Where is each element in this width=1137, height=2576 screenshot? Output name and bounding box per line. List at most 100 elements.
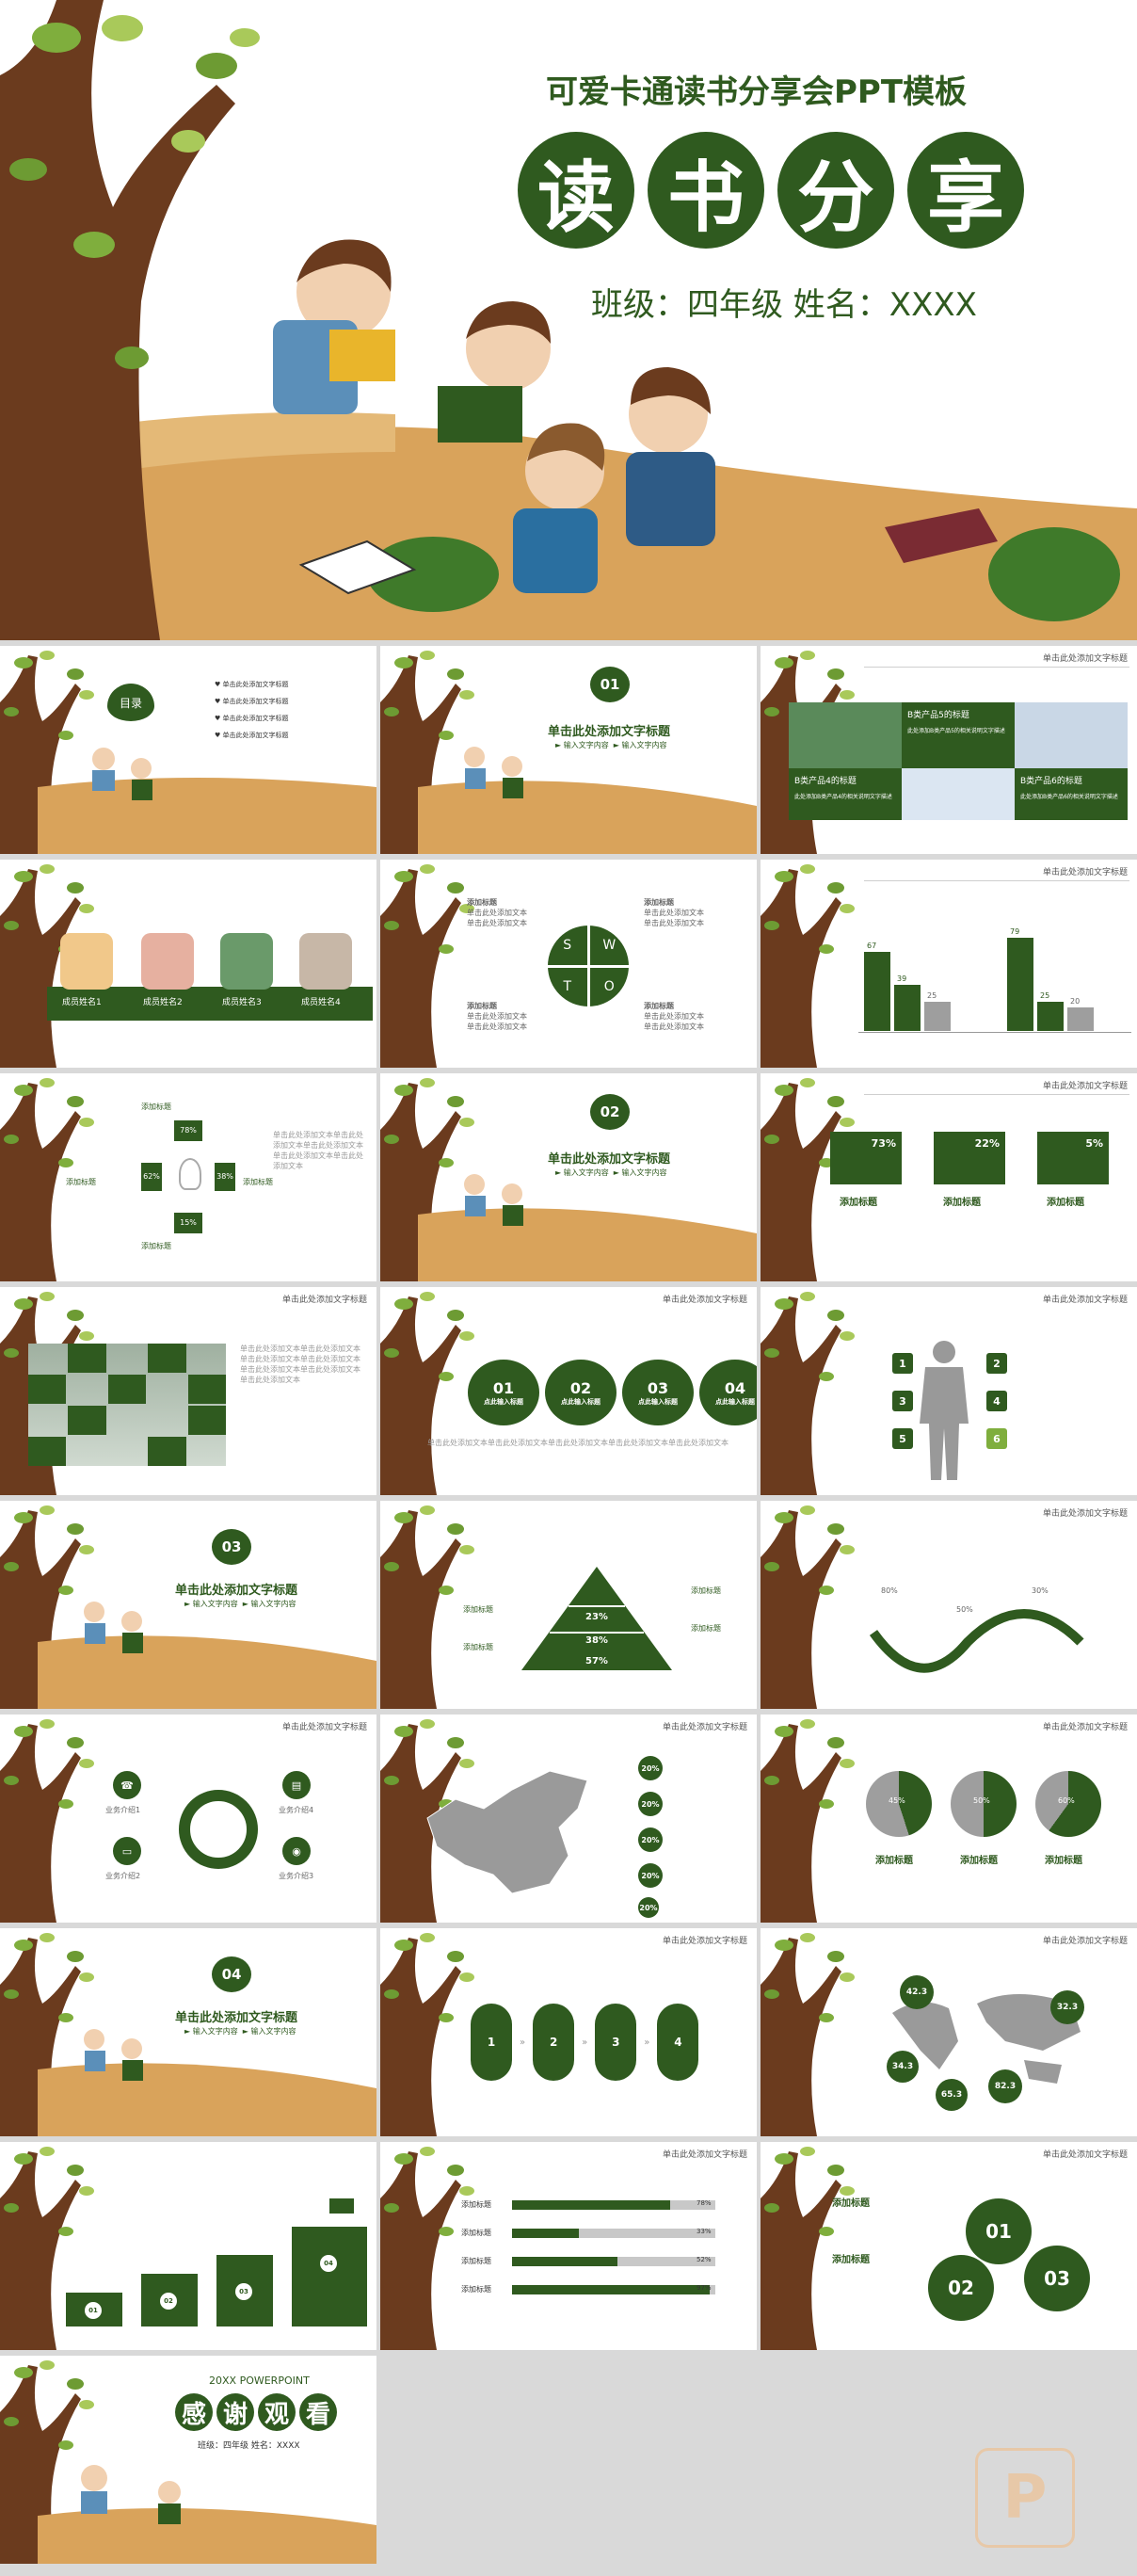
ground-illustration — [418, 1174, 757, 1281]
ground-illustration — [38, 748, 376, 854]
bar-label: 79 — [1010, 927, 1020, 936]
thanks-info: 班级：四年级 姓名：XXXX — [198, 2441, 300, 2451]
world-map — [892, 1994, 1081, 2084]
chart-bar — [894, 985, 921, 1031]
flow-step[interactable]: 1 — [471, 2004, 512, 2081]
section-number: 02 — [590, 1094, 630, 1130]
blob-title: 添加标题 — [832, 2255, 870, 2265]
slide-thanks[interactable]: 20XX POWERPOINT 感 谢 观 看 班级：四年级 姓名：XXXX — [0, 2356, 376, 2564]
photo-placeholder — [902, 768, 1015, 820]
slide-header: 单击此处添加文字标题 — [662, 1723, 747, 1732]
member-photo — [141, 933, 194, 990]
progress-row: 添加标题 52% — [380, 2255, 757, 2268]
toc-item[interactable]: ♥ 单击此处添加文字标题 — [215, 681, 289, 688]
number-badge: 2 — [986, 1353, 1007, 1374]
progress-value: 33% — [697, 2228, 712, 2235]
slide-section-04[interactable]: 04 单击此处添加文字标题 ► 输入文字内容 ► 输入文字内容 — [0, 1928, 376, 2136]
step-circle[interactable]: 02 点此输入标题 — [542, 1357, 619, 1428]
ring-diagram — [179, 1790, 258, 1869]
toc-item[interactable]: ♥ 单击此处添加文字标题 — [215, 698, 289, 705]
progress-fill — [512, 2229, 580, 2238]
pie-title: 添加标题 — [1045, 1856, 1082, 1866]
chart-axis — [858, 1032, 1131, 1033]
progress-row: 添加标题 33% — [380, 2227, 757, 2240]
slide-bulb[interactable]: 78% 62% 38% 15% 添加标题 添加标题 添加标题 添加标题 单击此处… — [0, 1073, 376, 1281]
section-title: 单击此处添加文字标题 — [548, 1152, 671, 1167]
slide-stats[interactable]: 单击此处添加文字标题 73% 22% 5% 添加标题 添加标题 添加标题 — [761, 1073, 1137, 1281]
slide-products[interactable]: 单击此处添加文字标题 B类产品5的标题 此处添加B类产品5的相关说明文字描述 B… — [761, 646, 1137, 854]
slide-china-map[interactable]: 单击此处添加文字标题 20% 20% 20% 20% 20% — [380, 1715, 757, 1923]
progress-value: 97% — [697, 2284, 712, 2292]
swot-text: 添加标题 单击此处添加文本 单击此处添加文本 — [644, 1002, 704, 1031]
toc-item[interactable]: ♥ 单击此处添加文字标题 — [215, 715, 289, 722]
header-rule — [864, 880, 1129, 881]
progress-fill — [512, 2285, 710, 2294]
slide-pyramid[interactable]: 23% 38% 57% 添加标题 添加标题 添加标题 添加标题 — [380, 1501, 757, 1709]
blob: 02 — [928, 2255, 994, 2321]
slide-toc[interactable]: 目录 ♥ 单击此处添加文字标题 ♥ 单击此处添加文字标题 ♥ 单击此处添加文字标… — [0, 646, 376, 854]
slide-header: 单击此处添加文字标题 — [1042, 1509, 1128, 1519]
progress-label: 添加标题 — [461, 2229, 491, 2237]
world-value: 34.3 — [887, 2051, 919, 2083]
progress-row: 添加标题 78% — [380, 2198, 757, 2212]
toc-heart: 目录 — [107, 684, 154, 721]
slide-wave[interactable]: 单击此处添加文字标题 80% 50% 30% — [761, 1501, 1137, 1709]
pie-title: 添加标题 — [875, 1856, 913, 1866]
step-circle[interactable]: 03 点此输入标题 — [619, 1357, 697, 1428]
slide-person[interactable]: 单击此处添加文字标题 1 3 5 2 4 6 — [761, 1287, 1137, 1495]
map-pct: 20% — [638, 1863, 663, 1888]
chart-bar — [924, 1002, 951, 1031]
slide-pies[interactable]: 单击此处添加文字标题 45% 50% 60% 添加标题 添加标题 添加标题 — [761, 1715, 1137, 1923]
title-slide[interactable]: 可爱卡通读书分享会PPT模板 读 书 分 享 班级：四年级 姓名：XXXX — [0, 0, 1137, 640]
map-pct: 20% — [638, 1827, 663, 1852]
section-number: 03 — [212, 1529, 251, 1565]
step-circle[interactable]: 01 点此输入标题 — [465, 1357, 542, 1428]
monitor-icon: ▭ — [113, 1837, 141, 1865]
step-circle[interactable]: 04 点此输入标题 — [697, 1357, 757, 1428]
flow-step[interactable]: 4 — [657, 2004, 699, 2081]
slide-bar-chart[interactable]: 单击此处添加文字标题 67 39 25 79 25 20 — [761, 860, 1137, 1068]
section-title: 单击此处添加文字标题 — [175, 2011, 298, 2025]
tree-illustration — [380, 2147, 474, 2350]
bulb-label: 添加标题 — [243, 1178, 273, 1186]
wave-diagram — [869, 1609, 1084, 1673]
stat-box: 22% — [934, 1132, 1005, 1184]
slide-members[interactable]: 成员姓名1 成员姓名2 成员姓名3 成员姓名4 — [0, 860, 376, 1068]
stat-box: 5% — [1037, 1132, 1109, 1184]
slide-header: 单击此处添加文字标题 — [662, 1937, 747, 1946]
slide-header: 单击此处添加文字标题 — [662, 1296, 747, 1305]
bulb-icon — [179, 1158, 201, 1190]
stat-title: 添加标题 — [943, 1198, 981, 1208]
stair-num: 01 — [85, 2302, 102, 2319]
slide-ring[interactable]: 单击此处添加文字标题 ☎ ▭ ▤ ◉ 业务介绍1 业务介绍2 业务介绍3 业务介… — [0, 1715, 376, 1923]
slide-section-02[interactable]: 02 单击此处添加文字标题 ► 输入文字内容 ► 输入文字内容 — [380, 1073, 757, 1281]
slide-section-01[interactable]: 01 单击此处添加文字标题 ► 输入文字内容 ► 输入文字内容 — [380, 646, 757, 854]
wave-pct: 30% — [1032, 1586, 1049, 1595]
tree-illustration — [761, 1292, 855, 1495]
flow-step[interactable]: 2 — [533, 2004, 575, 2081]
slide-swot[interactable]: S W T O 添加标题 单击此处添加文本 单击此处添加文本 添加标题 单击此处添加文… — [380, 860, 757, 1068]
slide-progress[interactable]: 单击此处添加文字标题 添加标题 78% 添加标题 33% 添加标题 52% 添加标题 97% — [380, 2142, 757, 2350]
toc-item[interactable]: ♥ 单击此处添加文字标题 — [215, 732, 289, 739]
world-value: 42.3 — [900, 1975, 934, 2009]
swot-s: S — [548, 926, 587, 965]
slide-steps[interactable]: 单击此处添加文字标题 01 点此输入标题 02 点此输入标题 03 点此输入标题 04… — [380, 1287, 757, 1495]
progress-row: 添加标题 97% — [380, 2283, 757, 2296]
slide-photo-grid[interactable]: 单击此处添加文字标题 单击此处添加文本单击此处添加文本单击此处添加文本单击此处添… — [0, 1287, 376, 1495]
slide-section-03[interactable]: 03 单击此处添加文字标题 ► 输入文字内容 ► 输入文字内容 — [0, 1501, 376, 1709]
members-band — [47, 987, 373, 1021]
slide-stairs[interactable]: 01 02 03 04 — [0, 2142, 376, 2350]
bulb-label: 添加标题 — [66, 1178, 96, 1186]
photo-placeholder — [789, 702, 902, 768]
ground-illustration — [418, 747, 757, 854]
hero-title: 读 书 分 享 — [518, 132, 1024, 249]
progress-track — [512, 2229, 715, 2238]
ground-illustration — [38, 1602, 376, 1709]
slide-header: 单击此处添加文字标题 — [662, 2150, 747, 2160]
header-rule — [864, 1094, 1129, 1095]
flow-step[interactable]: 3 — [595, 2004, 637, 2081]
pyramid-label: 添加标题 — [691, 1624, 721, 1633]
slide-flow[interactable]: 单击此处添加文字标题 1 » 2 » 3 » 4 — [380, 1928, 757, 2136]
slide-blobs[interactable]: 单击此处添加文字标题 添加标题 添加标题 01 02 03 — [761, 2142, 1137, 2350]
slide-world-map[interactable]: 单击此处添加文字标题 42.3 32.3 34.3 65.3 82.3 — [761, 1928, 1137, 2136]
